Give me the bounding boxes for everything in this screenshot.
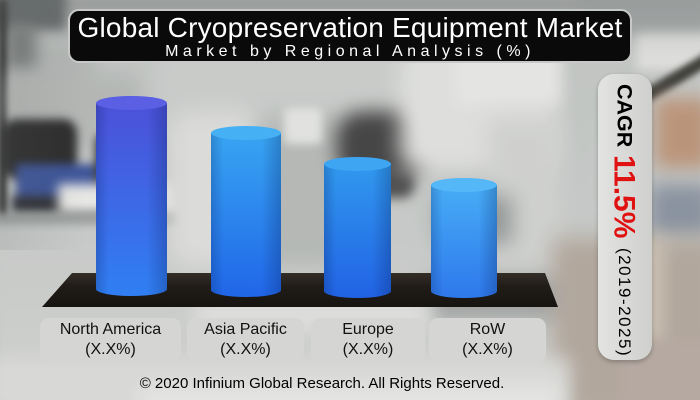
svg-text:CAGR: CAGR [613, 84, 637, 148]
svg-text:11.5%: 11.5% [608, 155, 641, 238]
svg-text:(2019-2025): (2019-2025) [615, 248, 634, 357]
